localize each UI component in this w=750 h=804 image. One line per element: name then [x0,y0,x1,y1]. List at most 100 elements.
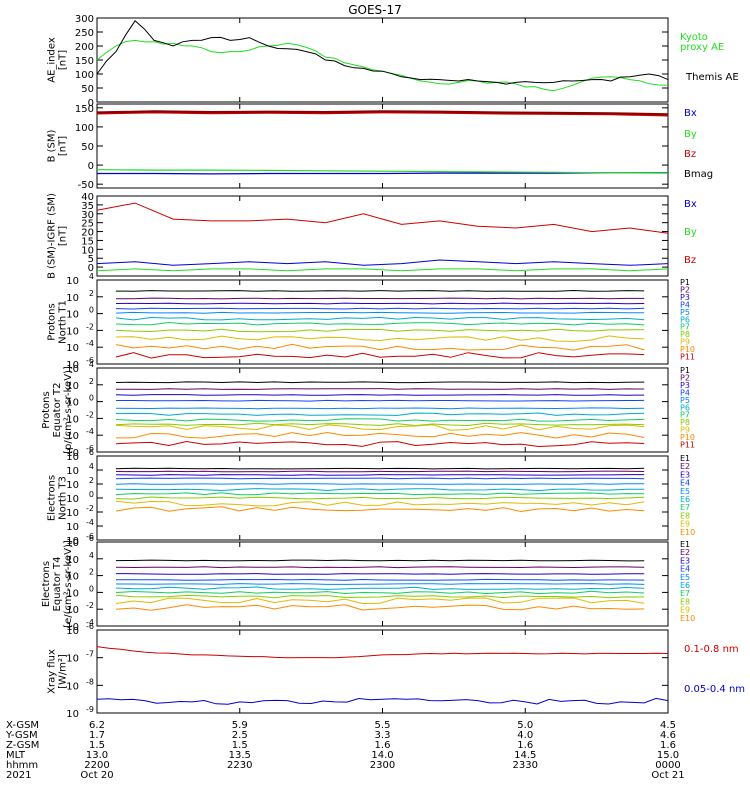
y-tick-label: 10 [66,709,79,720]
y-tick-label: 150 [75,56,94,67]
y-tick-label: 10 [66,572,79,583]
flux-channel-line [115,321,645,326]
y-tick-label: 10 [66,536,79,547]
y-axis-label: [nT] [58,50,69,70]
y-axis-label: North T1 [58,300,69,344]
legend-channel-e9: E9 [680,606,690,615]
y-axis-label: B (SM)-IGRF (SM) [47,193,58,279]
y-tick-label: 10 [66,622,79,633]
y-tick-label: 10 [66,555,79,566]
y-tick-label: 10 [81,245,94,256]
y-tick-label: 10 [66,466,79,477]
y-tick-label: 50 [81,142,94,153]
time-axis-value: 3.3 [375,730,391,741]
y-tick-label: 0 [88,98,94,109]
time-axis-row-label: Y-GSM [5,730,38,741]
y-tick-exponent: 4 [89,462,94,471]
bsm-series-line [96,110,669,116]
flux-channel-line [115,590,645,595]
y-tick-exponent: 2 [89,568,94,577]
legend-bsm-bx: Bx [684,108,697,119]
panel-frame [96,279,669,365]
flux-channel-line [115,477,645,480]
legend-bigrf-by: By [684,227,697,238]
y-axis-label: [e/(cm²-s-sr-keV)] [63,540,74,628]
legend-channel-p1: P1 [680,366,690,375]
bsm-series-line [96,111,669,117]
y-tick-exponent: 4 [89,272,94,281]
time-axis-row-label: X-GSM [6,720,39,731]
y-tick-label: 10 [66,681,79,692]
y-tick-exponent: -6 [86,532,94,541]
flux-channel-line [115,343,645,351]
legend-channel-p11: P11 [680,353,695,362]
y-tick-label: 10 [66,414,79,425]
flux-channel-line [115,412,645,416]
time-axis-value: 4.0 [517,730,533,741]
y-axis-label: [p/(cm²-s-sr-keV)] [63,366,74,454]
legend-xray-short: 0.05-0.4 nm [684,684,745,695]
y-tick-label: 35 [81,201,94,212]
y-axis-label: Protons [41,391,52,428]
y-tick-label: 10 [66,276,79,287]
legend-bsm-by: By [684,129,697,140]
y-tick-exponent: 6 [89,448,94,457]
y-tick-exponent: 2 [89,377,94,386]
time-axis-value: Oct 20 [80,770,113,781]
flux-channel-line [115,559,645,562]
y-axis-label: [nT] [58,136,69,156]
y-tick-exponent: -2 [86,322,94,331]
time-axis-value: 1.6 [375,740,391,751]
flux-channel-line [115,604,645,611]
time-axis-value: 6.2 [89,720,105,731]
y-tick-label: 100 [75,123,94,134]
y-tick-exponent: 2 [89,476,94,485]
y-tick-exponent: -6 [86,622,94,631]
flux-channel-line [115,467,645,470]
y-tick-label: 50 [81,84,94,95]
time-axis-value: 2330 [513,760,538,771]
time-axis-row-label: 2021 [6,770,31,781]
legend-channel-e1: E1 [680,540,690,549]
y-tick-label: 10 [66,364,79,375]
legend-channel-p5: P5 [680,308,690,317]
y-axis-label: Xray flux [47,649,58,694]
time-axis-value: 1.6 [517,740,533,751]
time-axis-value: 4.5 [660,720,676,731]
time-axis-value: 14.0 [371,750,393,761]
legend-channel-p8: P8 [680,330,690,339]
flux-channel-line [116,578,645,581]
time-axis-value: 2230 [227,760,252,771]
legend-bsm-bz: Bz [684,149,696,160]
flux-channel-line [115,597,645,605]
y-tick-label: 30 [81,210,94,221]
panel-frame [96,367,669,453]
y-tick-exponent: -7 [86,650,94,659]
flux-channel-line [115,289,645,292]
y-tick-exponent: -6 [86,356,94,365]
y-tick-label: 0 [88,161,94,172]
legend-channel-e9: E9 [680,520,690,529]
y-tick-exponent: -4 [86,618,94,627]
y-tick-label: 10 [66,494,79,505]
legend-channel-e6: E6 [680,581,690,590]
y-tick-exponent: -6 [86,444,94,453]
y-tick-exponent: 0 [89,584,94,593]
flux-channel-line [115,440,645,448]
y-tick-exponent: -4 [86,339,94,348]
time-axis-value: 5.5 [375,720,391,731]
y-tick-label: 10 [66,538,79,549]
flux-channel-line [115,496,645,500]
bigrf-series-line [96,268,669,272]
legend-xray-long: 0.1-0.8 nm [684,644,739,655]
y-axis-label: B (SM) [47,129,58,162]
time-axis-row-label: Z-GSM [6,740,39,751]
xray-series-line [96,646,669,659]
flux-channel-line [115,573,645,575]
flux-channel-line [115,422,645,427]
flux-channel-line [115,394,645,396]
y-tick-label: 15 [81,236,94,247]
y-tick-label: 250 [75,28,94,39]
y-tick-exponent: -2 [86,410,94,419]
legend-channel-p9: P9 [680,426,690,435]
